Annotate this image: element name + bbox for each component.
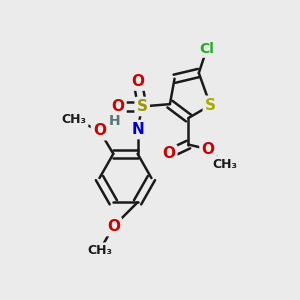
Text: O: O <box>202 142 214 157</box>
Text: CH₃: CH₃ <box>87 244 112 257</box>
Text: O: O <box>131 74 144 88</box>
Text: CH₃: CH₃ <box>61 113 87 126</box>
Text: Cl: Cl <box>200 42 214 56</box>
Text: CH₃: CH₃ <box>213 158 238 171</box>
Text: N: N <box>131 122 144 137</box>
Text: O: O <box>107 219 120 234</box>
Text: H: H <box>109 115 120 128</box>
Text: O: O <box>93 123 106 138</box>
Text: S: S <box>205 98 216 113</box>
Text: O: O <box>162 146 175 161</box>
Text: S: S <box>137 99 148 114</box>
Text: O: O <box>111 99 124 114</box>
